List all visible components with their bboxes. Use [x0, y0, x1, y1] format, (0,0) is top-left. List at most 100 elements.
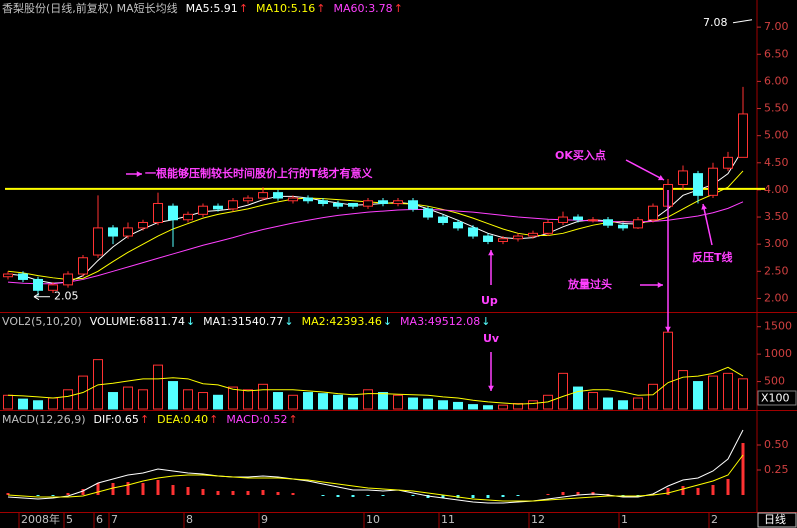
header-trend: ↑ — [316, 2, 325, 15]
candle-body — [138, 221, 148, 229]
x-tick-label: 9 — [261, 513, 268, 526]
y-tick-label: 5.50 — [764, 102, 789, 115]
x-tick-label: 2008年 — [21, 512, 60, 526]
candle-body — [108, 227, 118, 237]
candle-body — [198, 205, 208, 215]
candle-body — [78, 257, 88, 275]
arrow-head — [136, 171, 142, 177]
candle-body — [153, 202, 163, 223]
volume-bar — [558, 372, 568, 410]
header-value: MA3:49512.08 — [400, 315, 480, 328]
volume-bar — [33, 400, 43, 410]
candle-body — [228, 200, 238, 210]
candle-body — [543, 221, 553, 234]
y-tick-label: 2.50 — [764, 264, 789, 277]
volume-bar — [138, 389, 148, 410]
volume-bar — [453, 401, 463, 410]
high-mark: 7.08 — [703, 16, 728, 29]
x-tick-label: 10 — [366, 513, 380, 526]
x-tick-label: 11 — [441, 513, 455, 526]
x-tick-label: 5 — [66, 513, 73, 526]
y-tick-label: 7.00 — [764, 20, 789, 33]
y-tick-label: 0.25 — [764, 463, 789, 476]
candle-body — [18, 273, 28, 280]
volume-bar — [228, 386, 238, 410]
period-label: 日线 — [764, 512, 786, 526]
header-trend: ↑ — [140, 413, 149, 426]
candle-body — [438, 216, 448, 223]
volume-bar — [243, 389, 253, 410]
low-arrow-head — [33, 293, 40, 301]
annotation: Uv — [483, 332, 500, 345]
volume-bar — [348, 397, 358, 410]
candle-body — [393, 200, 403, 204]
volume-bar — [648, 383, 658, 410]
volume-bar — [18, 398, 28, 410]
volume-bar — [693, 381, 703, 410]
candle-body — [528, 232, 538, 237]
volume-bar — [708, 375, 718, 410]
y-tick-label: 4.00 — [764, 183, 789, 196]
candle-body — [648, 205, 658, 221]
volume-bar — [468, 404, 478, 410]
y-tick-label: 3.50 — [764, 210, 789, 223]
arrow-head — [657, 282, 663, 288]
y-tick-label: 4.50 — [764, 156, 789, 169]
candle-body — [333, 202, 343, 207]
volume-bar — [183, 389, 193, 410]
candle-body — [408, 200, 418, 210]
volume-bar — [483, 405, 493, 410]
y-tick-label: 2.00 — [764, 291, 789, 304]
candle-body — [738, 113, 748, 158]
candle-body — [483, 235, 493, 242]
x-tick-label: 6 — [96, 513, 103, 526]
volume-bar — [153, 364, 163, 410]
volume-bar — [408, 397, 418, 410]
header-trend: ↑ — [209, 413, 218, 426]
candle-body — [588, 219, 598, 222]
panel-title: VOL2(5,10,20) — [2, 315, 82, 328]
candle-body — [618, 224, 628, 229]
volume-bar — [123, 386, 133, 410]
y-tick-label: 500 — [764, 375, 785, 388]
candle-body — [93, 227, 103, 256]
volume-bar — [423, 398, 433, 410]
volume-bar — [618, 400, 628, 410]
header-trend: ↑ — [239, 2, 248, 15]
candle-body — [573, 216, 583, 221]
candle-body — [348, 202, 358, 207]
indicator-line — [7, 454, 744, 502]
candle-body — [603, 219, 613, 226]
volume-bar — [723, 372, 733, 410]
candle-body — [378, 200, 388, 204]
header-trend: ↑ — [289, 413, 298, 426]
candle-body — [258, 192, 268, 199]
header-value: MA5:5.91 — [186, 2, 238, 15]
header-trend: ↓ — [284, 315, 293, 328]
candle-body — [3, 273, 13, 278]
header-trend: ↓ — [383, 315, 392, 328]
volume-bar — [363, 389, 373, 410]
header-trend: ↓ — [481, 315, 490, 328]
header-value: MA10:5.16 — [256, 2, 315, 15]
annotation: 放量过头 — [567, 277, 612, 291]
indicator-line — [7, 429, 744, 504]
panel-title: MACD(12,26,9) — [2, 413, 86, 426]
header-value: MA60:3.78 — [333, 2, 392, 15]
candle-body — [723, 156, 733, 169]
header-trend: ↑ — [394, 2, 403, 15]
candle-body — [423, 208, 433, 218]
volume-bar — [258, 383, 268, 410]
arrow-head — [665, 326, 671, 332]
indicator-line — [7, 201, 744, 285]
annotation-arrow — [702, 203, 713, 246]
candle-body — [123, 227, 133, 237]
header-value: DEA:0.40 — [157, 413, 208, 426]
x-tick-label: 7 — [111, 513, 118, 526]
unit-box — [757, 390, 797, 406]
volume-bar — [528, 400, 538, 410]
candle-body — [498, 238, 508, 242]
volume-bar — [108, 392, 118, 410]
